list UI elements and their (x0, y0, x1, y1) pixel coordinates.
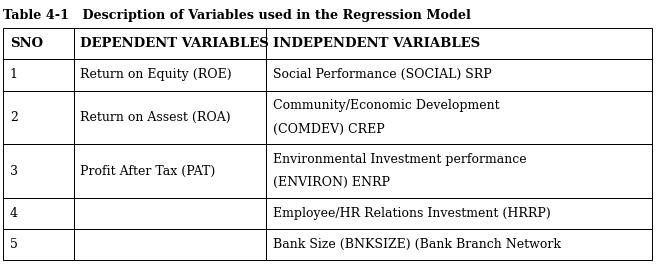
Bar (266, 144, 652, 198)
Text: Social Performance (SOCIAL) SRP: Social Performance (SOCIAL) SRP (273, 68, 491, 81)
Bar (3, 59, 74, 91)
Text: (ENVIRON) ENRP: (ENVIRON) ENRP (273, 176, 390, 189)
Text: DEPENDENT VARIABLES: DEPENDENT VARIABLES (80, 37, 269, 50)
Text: SNO: SNO (10, 37, 43, 50)
Text: 5: 5 (10, 238, 18, 251)
Bar (3, 229, 74, 260)
Bar (3, 28, 74, 59)
Text: Community/Economic Development: Community/Economic Development (273, 99, 499, 112)
Text: Bank Size (BNKSIZE) (Bank Branch Network: Bank Size (BNKSIZE) (Bank Branch Network (273, 238, 560, 251)
Text: 3: 3 (10, 164, 18, 178)
Bar (266, 28, 652, 59)
Text: Table 4-1   Description of Variables used in the Regression Model: Table 4-1 Description of Variables used … (3, 9, 471, 22)
Text: (COMDEV) CREP: (COMDEV) CREP (273, 123, 384, 136)
Bar (74, 28, 266, 59)
Text: 1: 1 (10, 68, 18, 81)
Bar (3, 198, 74, 229)
Bar (266, 229, 652, 260)
Bar (74, 144, 266, 198)
Text: INDEPENDENT VARIABLES: INDEPENDENT VARIABLES (273, 37, 480, 50)
Text: Employee/HR Relations Investment (HRRP): Employee/HR Relations Investment (HRRP) (273, 207, 551, 220)
Text: Return on Equity (ROE): Return on Equity (ROE) (80, 68, 232, 81)
Bar (74, 59, 266, 91)
Text: 2: 2 (10, 111, 18, 124)
Text: Profit After Tax (PAT): Profit After Tax (PAT) (80, 164, 215, 178)
Bar (3, 91, 74, 144)
Bar (3, 144, 74, 198)
Bar (74, 198, 266, 229)
Bar (74, 91, 266, 144)
Bar (74, 229, 266, 260)
Bar (266, 59, 652, 91)
Text: 4: 4 (10, 207, 18, 220)
Text: Return on Assest (ROA): Return on Assest (ROA) (80, 111, 231, 124)
Bar (266, 198, 652, 229)
Bar (266, 91, 652, 144)
Text: Environmental Investment performance: Environmental Investment performance (273, 153, 526, 166)
